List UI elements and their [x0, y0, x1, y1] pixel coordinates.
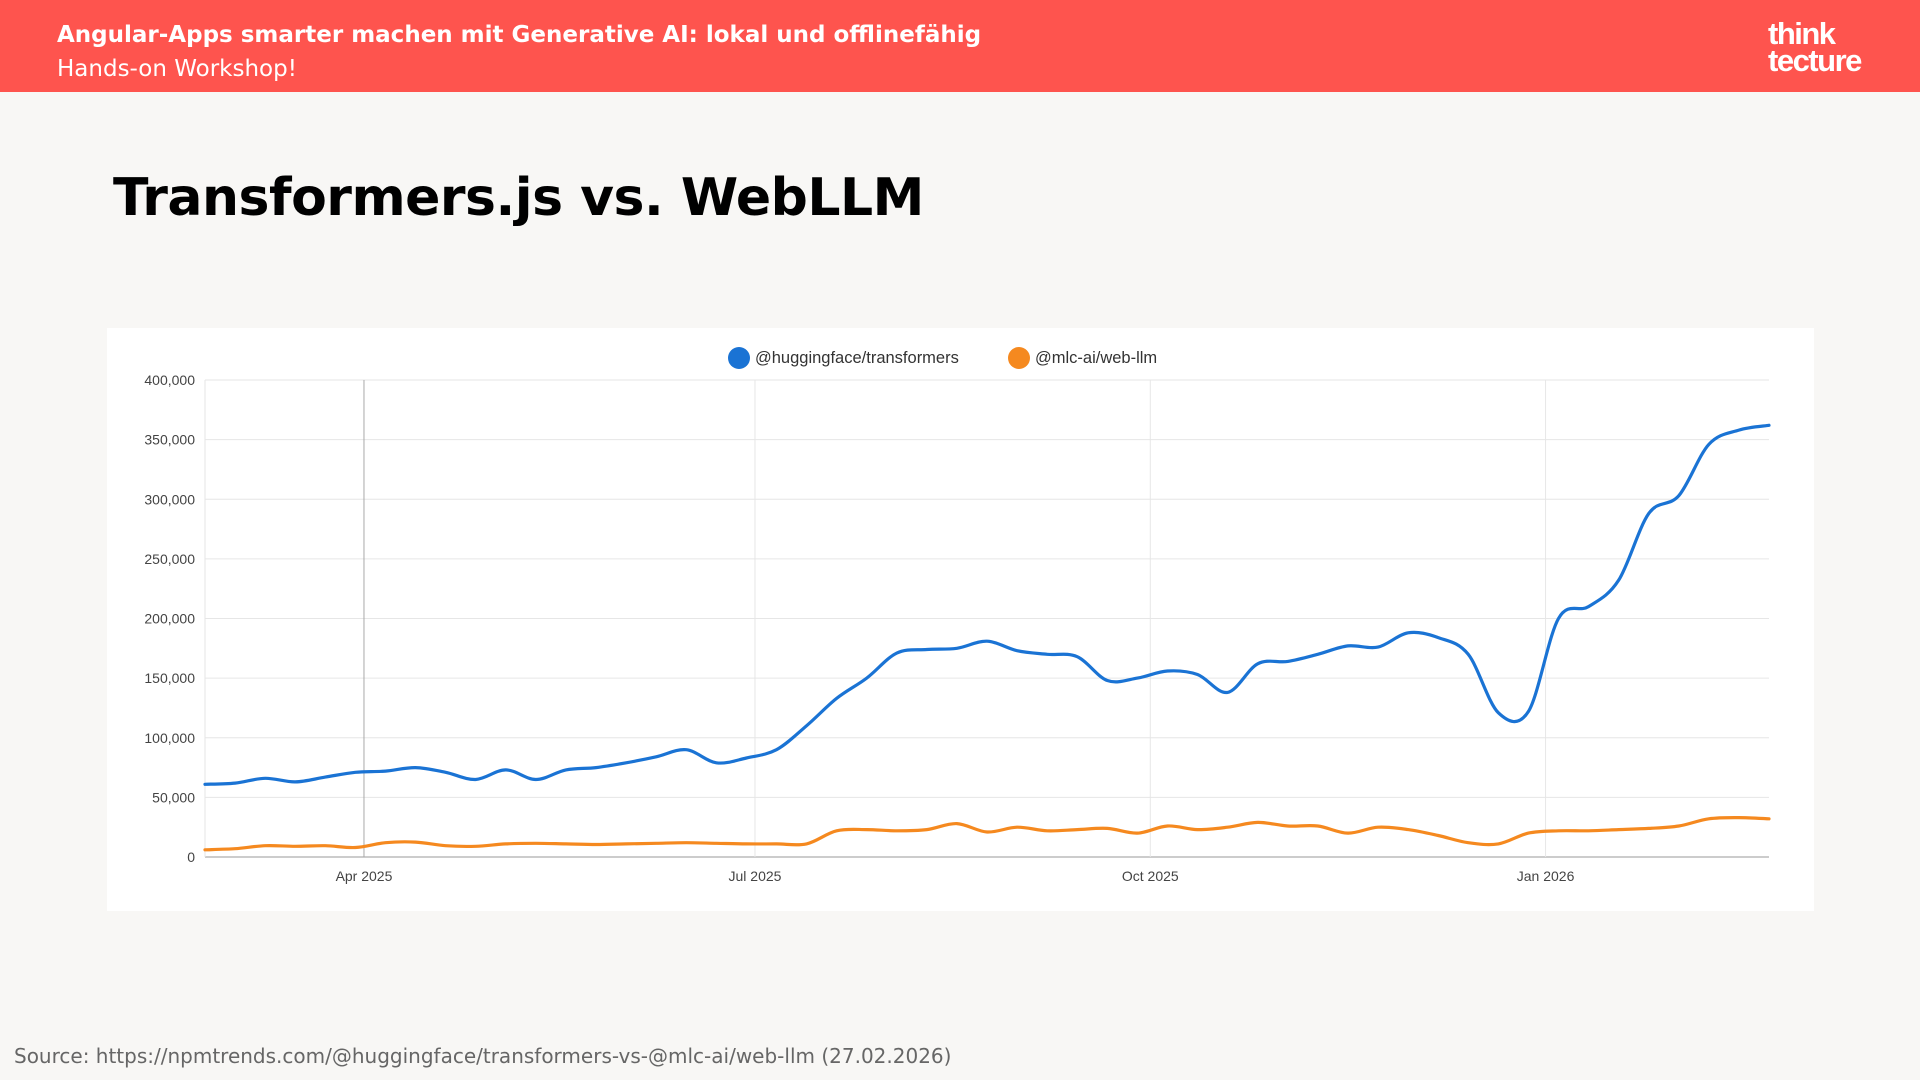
legend-label: @mlc-ai/web-llm: [1035, 349, 1157, 367]
y-tick-label: 350,000: [144, 432, 195, 448]
logo-line-2: tecture: [1768, 43, 1862, 78]
x-tick-label: Apr 2025: [336, 868, 393, 884]
slide-title: Transformers.js vs. WebLLM: [113, 168, 924, 228]
y-tick-label: 100,000: [144, 730, 195, 746]
x-tick-label: Oct 2025: [1122, 868, 1179, 884]
legend-label: @huggingface/transformers: [755, 349, 959, 367]
source-citation: Source: https://npmtrends.com/@huggingfa…: [14, 1044, 952, 1068]
thinktecture-logo: think tecture: [1768, 16, 1862, 78]
x-tick-label: Jul 2025: [729, 868, 782, 884]
series-line-web-llm: [203, 815, 1771, 852]
slide-header: Angular-Apps smarter machen mit Generati…: [0, 0, 1920, 92]
y-tick-label: 200,000: [144, 611, 195, 627]
series-line-transformers: [203, 423, 1771, 786]
workshop-subtitle: Hands-on Workshop!: [57, 56, 297, 82]
legend-marker: [1008, 347, 1030, 369]
workshop-title: Angular-Apps smarter machen mit Generati…: [57, 22, 982, 48]
download-trends-chart: 0 50,000 100,000 150,000 200,000 250,000 300,0…: [144, 347, 1771, 884]
y-tick-label: 150,000: [144, 670, 195, 686]
y-tick-label: 50,000: [152, 789, 195, 805]
chart-card: 0 50,000 100,000 150,000 200,000 250,000 300,0…: [107, 328, 1814, 911]
x-tick-label: Jan 2026: [1517, 868, 1575, 884]
y-tick-label: 250,000: [144, 551, 195, 567]
y-tick-label: 300,000: [144, 491, 195, 507]
logo-line-1: think: [1768, 16, 1836, 51]
legend-marker: [728, 347, 750, 369]
y-tick-label: 400,000: [144, 372, 195, 388]
y-tick-label: 0: [187, 849, 195, 865]
